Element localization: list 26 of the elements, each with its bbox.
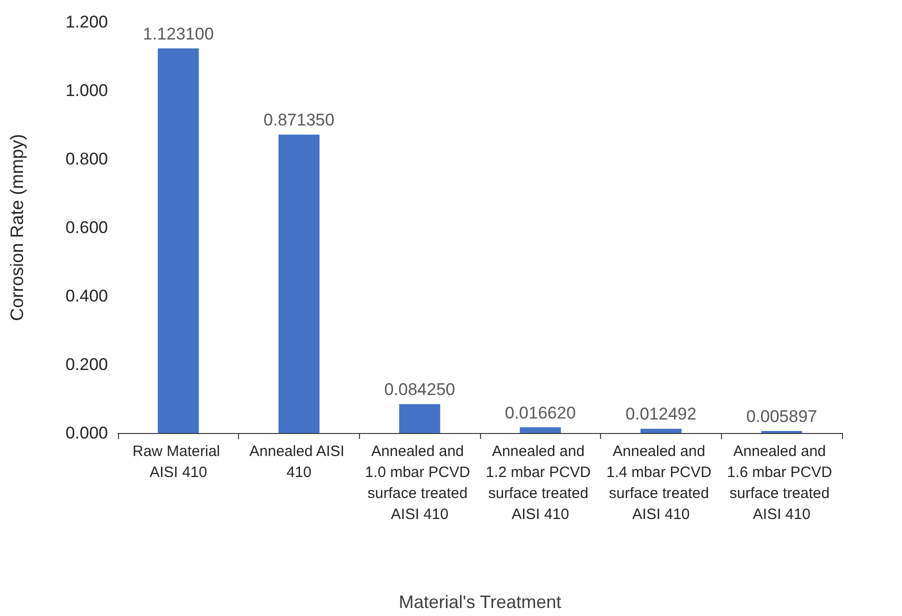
y-tick-label: 1.200 (65, 12, 108, 32)
bar (158, 48, 199, 433)
y-tick-label: 1.000 (65, 81, 108, 100)
x-axis-title: Material's Treatment (398, 592, 562, 612)
y-tick-label: 0.600 (65, 218, 108, 237)
x-tick-label: Annealed AISI 410 (249, 443, 349, 481)
data-label: 0.084250 (384, 380, 456, 400)
data-label: 0.012492 (626, 404, 696, 424)
bar (278, 134, 320, 433)
x-tick-label: Annealed and 1.6 mbar PCVD surface treated AISI 410 (727, 443, 836, 523)
bar (520, 427, 561, 433)
data-label: 0.005897 (746, 406, 818, 426)
x-tick-label: Annealed and 1.2 mbar PCVD surface treated AISI 410 (486, 443, 595, 523)
x-tick-label: Annealed and 1.4 mbar PCVD surface treated AISI 410 (606, 443, 716, 523)
y-axis-title: Corrosion Rate (mmpy) (7, 134, 27, 322)
data-label: 1.123100 (142, 24, 214, 44)
bar (640, 428, 682, 433)
y-tick-label: 0.000 (65, 424, 108, 442)
x-tick-label: Annealed and 1.0 mbar PCVD surface treated AISI 410 (365, 443, 474, 523)
data-label: 0.016620 (504, 403, 576, 422)
y-tick-label: 0.400 (65, 286, 108, 306)
y-tick-label: 0.200 (65, 355, 108, 374)
x-tick-label: Raw Material AISI 410 (132, 443, 224, 481)
data-label: 0.871350 (264, 110, 334, 130)
y-tick-label: 0.800 (65, 150, 108, 168)
bar (399, 404, 440, 433)
